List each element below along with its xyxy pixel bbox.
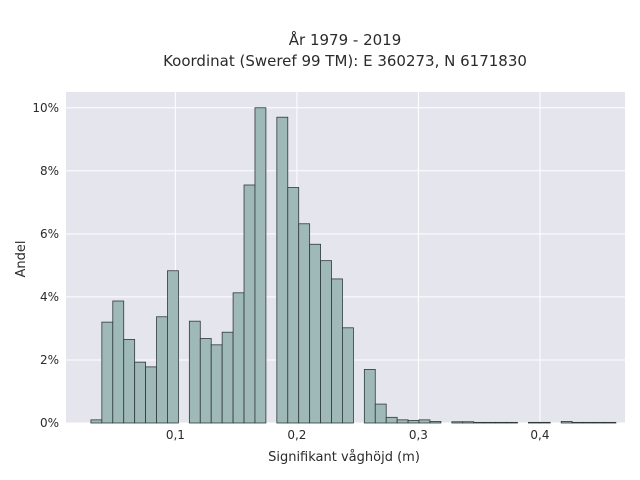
histogram-bar	[199, 338, 212, 424]
histogram-bar	[112, 300, 125, 424]
histogram-bar	[495, 421, 507, 424]
x-axis-ticks: 0,1 0,2 0,3 0,4	[166, 428, 550, 442]
histogram-bar	[429, 421, 442, 424]
histogram-bar	[210, 344, 223, 424]
histogram-bar	[527, 421, 540, 424]
histogram-bar	[101, 321, 114, 424]
y-tick-label: 8%	[40, 164, 59, 178]
chart-title: År 1979 - 2019	[289, 30, 402, 49]
histogram-bar	[363, 369, 376, 424]
histogram-bar	[298, 223, 311, 424]
histogram-bar	[593, 421, 606, 424]
histogram-bar	[188, 320, 201, 424]
histogram-bar	[156, 316, 168, 424]
chart-subtitle: Koordinat (Sweref 99 TM): E 360273, N 61…	[163, 52, 527, 70]
y-tick-label: 0%	[40, 416, 59, 430]
histogram-bar	[134, 361, 146, 424]
histogram-bar	[243, 184, 256, 424]
histogram-bar	[484, 421, 496, 424]
x-tick-label: 0,2	[287, 428, 306, 442]
x-axis-label: Signifikant våghöjd (m)	[268, 450, 420, 465]
histogram-bar	[309, 243, 321, 424]
histogram-bar	[320, 260, 332, 424]
histogram-bar	[385, 416, 398, 424]
histogram-bar	[287, 187, 300, 424]
histogram-bar	[462, 421, 475, 424]
histogram-bar	[221, 331, 234, 424]
y-tick-label: 10%	[32, 101, 59, 115]
histogram-bar	[342, 327, 354, 424]
histogram-bar	[90, 419, 103, 424]
histogram-bar	[276, 116, 289, 424]
histogram-bar	[560, 421, 573, 424]
histogram-bar	[582, 421, 595, 424]
histogram-bar	[396, 419, 409, 424]
histogram-bar	[473, 421, 486, 424]
histogram-bar	[331, 278, 343, 424]
x-tick-label: 0,1	[166, 428, 185, 442]
histogram-bar	[506, 421, 518, 424]
y-axis-label: Andel	[14, 241, 29, 278]
histogram-bar	[418, 419, 431, 424]
histogram-bar	[167, 270, 179, 424]
histogram-bar	[145, 366, 157, 424]
y-tick-label: 6%	[40, 227, 59, 241]
x-tick-label: 0,4	[530, 428, 549, 442]
histogram-bar	[538, 421, 551, 424]
y-tick-label: 4%	[40, 290, 59, 304]
histogram-bar	[254, 107, 267, 424]
histogram-bar	[123, 339, 136, 424]
x-tick-label: 0,3	[409, 428, 428, 442]
bars	[90, 107, 617, 424]
histogram-bar	[232, 292, 245, 424]
histogram-bar	[571, 421, 584, 424]
histogram-bar	[407, 420, 420, 424]
histogram-bar	[451, 421, 464, 424]
y-axis-ticks: 0% 2% 4% 6% 8% 10%	[32, 101, 59, 430]
y-tick-label: 2%	[40, 353, 59, 367]
histogram-bar	[374, 403, 387, 424]
histogram-bar	[604, 421, 617, 424]
